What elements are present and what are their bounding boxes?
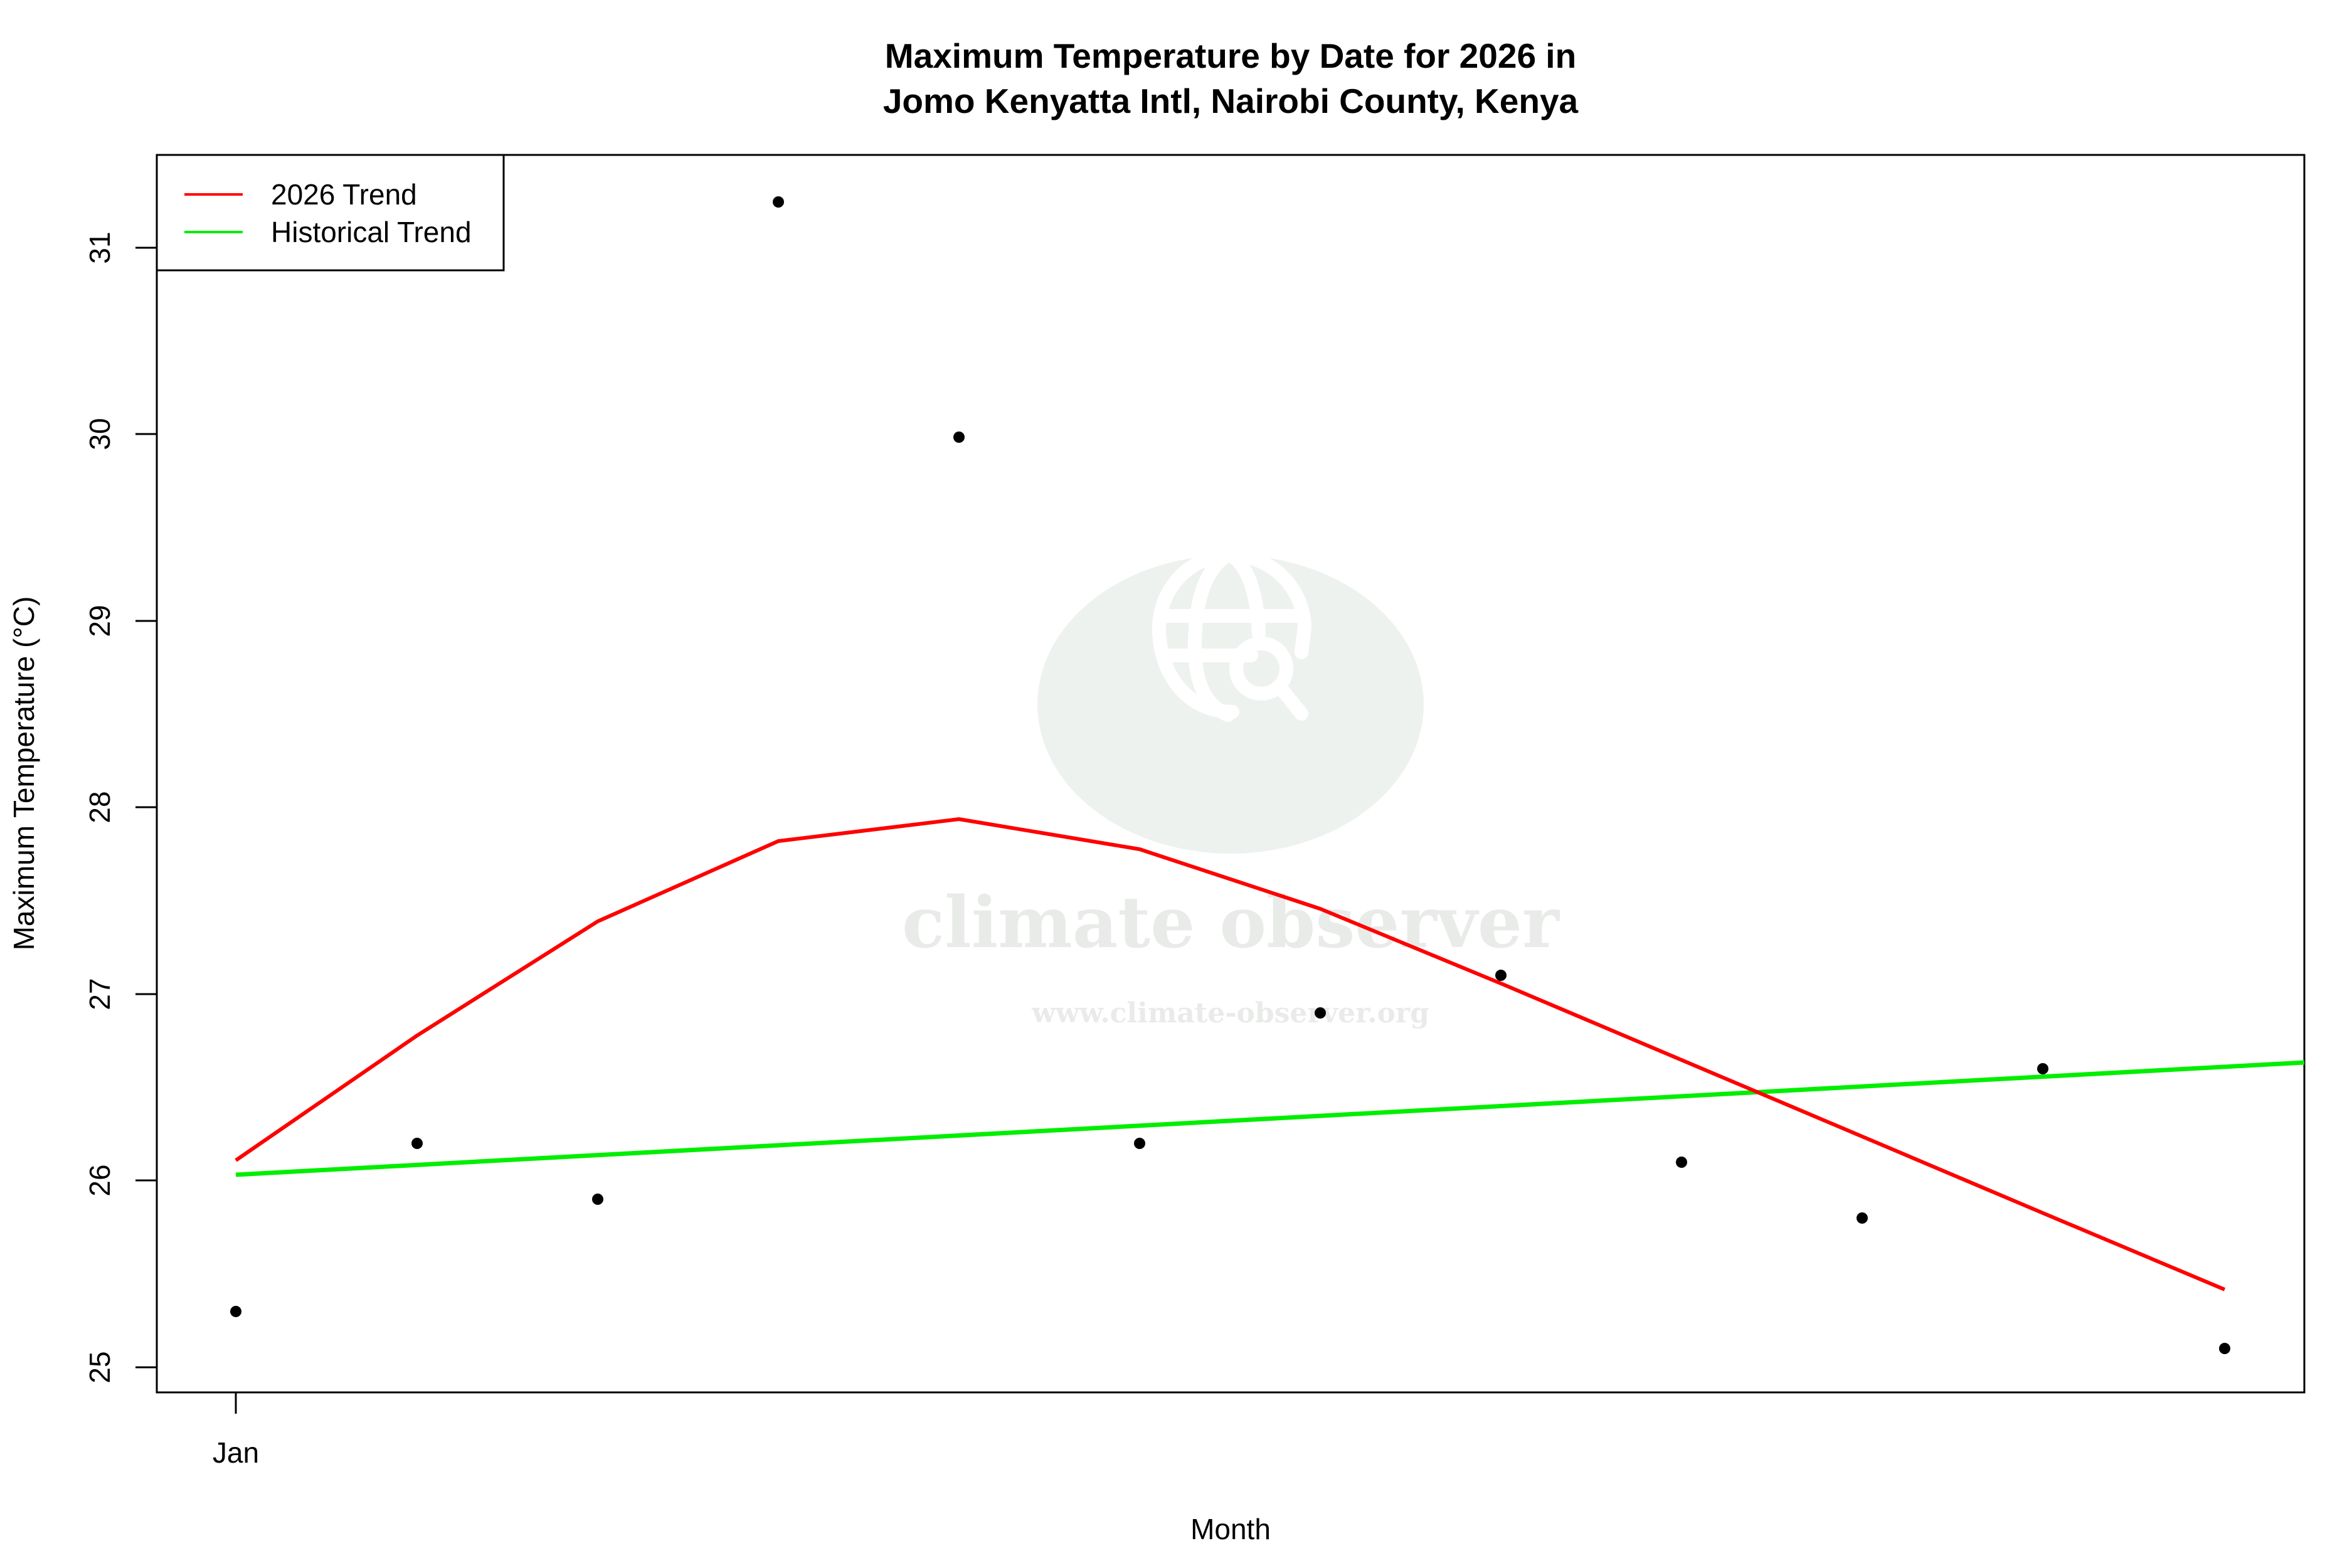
data-point [1676,1157,1687,1168]
data-point [2219,1343,2230,1354]
legend-label-historical-trend: Historical Trend [271,216,472,248]
data-point [773,196,784,208]
data-point [2037,1063,2048,1074]
legend: 2026 Trend Historical Trend [156,154,505,272]
globe-search-icon [1152,548,1312,722]
y-axis-label: Maximum Temperature (°C) [8,596,40,951]
watermark-brand: climate observer [902,882,1560,964]
legend-label-2026-trend: 2026 Trend [271,178,417,211]
y-tick-label: 29 [83,605,116,637]
data-point [1134,1138,1145,1149]
data-point [953,432,965,443]
legend-box [156,154,505,272]
x-tick-label: Jan [213,1436,259,1469]
y-tick-label: 31 [83,231,116,263]
chart-subtitle: Jomo Kenyatta Intl, Nairobi County, Keny… [883,82,1579,120]
y-tick-labels: 25 26 27 28 29 30 31 [83,231,116,1383]
data-point [592,1194,603,1205]
chart-title: Maximum Temperature by Date for 2026 in [885,36,1576,75]
2026-trend-line [235,817,2226,1291]
plot-area [156,154,2306,1394]
observed-points [230,196,2230,1354]
watermark: climate observer www.climate-observer.or… [902,548,1560,1029]
y-tick-label: 25 [83,1351,116,1383]
y-tick-label: 26 [83,1164,116,1196]
watermark-url: www.climate-observer.org [1031,997,1429,1029]
y-tick-label: 27 [83,978,116,1010]
data-point [230,1306,241,1317]
x-axis-label: Month [1190,1513,1271,1545]
data-point [1315,1007,1326,1019]
historical-trend-line [235,1060,2305,1177]
data-point [411,1138,423,1149]
data-point [1495,970,1507,981]
y-tick-label: 30 [83,418,116,450]
y-tick-label: 28 [83,791,116,823]
data-point [1857,1212,1868,1224]
watermark-logo-background [1037,555,1424,854]
y-axis [135,246,157,1369]
